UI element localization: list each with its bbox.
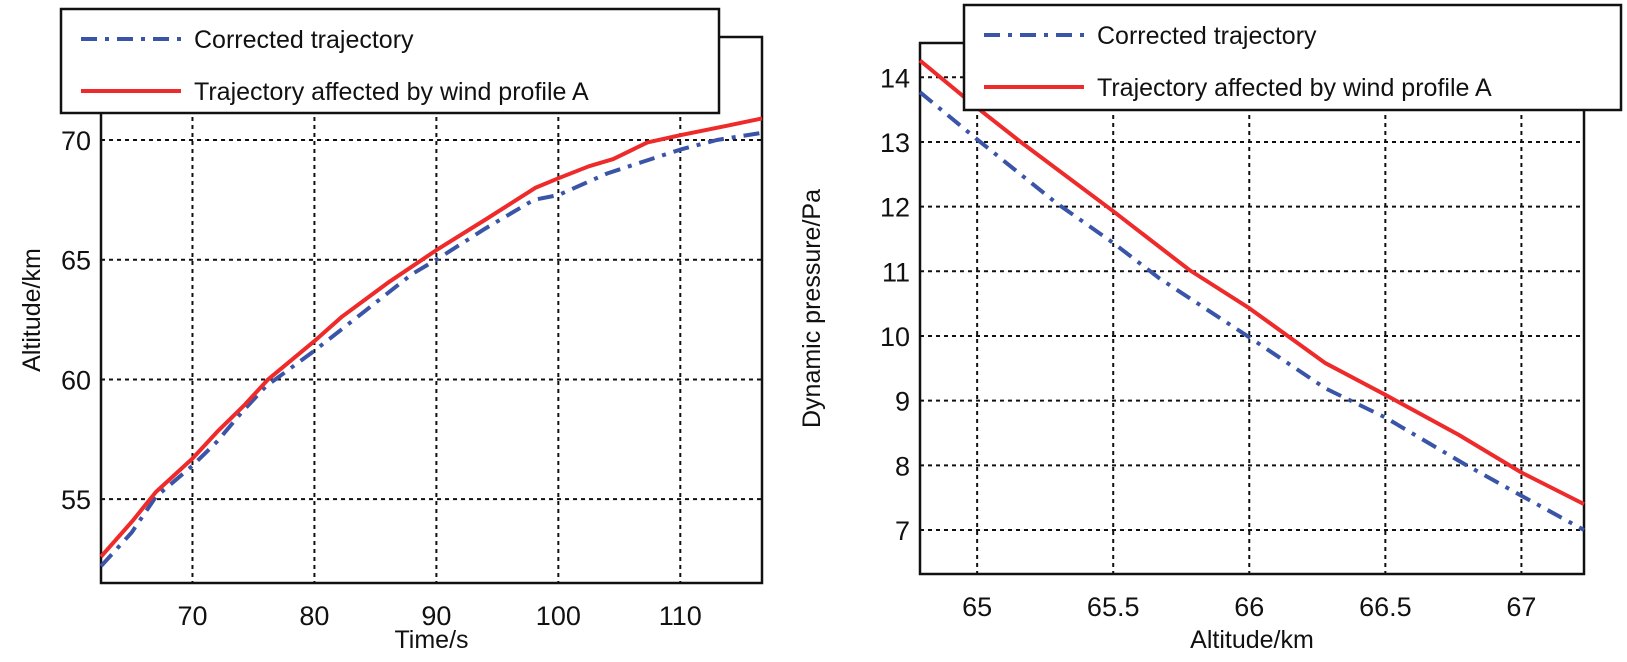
y-tick-label: 9: [895, 387, 910, 417]
legend: Corrected trajectory Trajectory affected …: [59, 7, 721, 115]
y-tick-label: 70: [61, 126, 91, 156]
legend: Corrected trajectory Trajectory affected …: [962, 3, 1623, 112]
legend-box: [59, 7, 721, 115]
chart-2: 65 65.5 66 66.5 67 7 8 9 10 11 12 13 14 Altitude/km Dy…: [798, 3, 1623, 654]
x-tick-label: 100: [536, 601, 581, 631]
series-line-corrected: [918, 90, 1585, 532]
legend-label: Trajectory affected by wind profile A: [194, 78, 589, 106]
series-line-wind-a: [918, 58, 1585, 506]
y-tick-label: 12: [880, 193, 910, 223]
x-tick-label: 66: [1234, 592, 1264, 622]
x-tick-label: 67: [1506, 592, 1536, 622]
y-tick-label: 14: [880, 63, 910, 93]
series-line-corrected: [99, 130, 763, 568]
y-axis-label: Altitude/km: [18, 248, 46, 372]
y-axis-label: Dynamic pressure/Pa: [798, 189, 826, 428]
y-tick-label: 10: [880, 322, 910, 352]
x-axis-label: Altitude/km: [1190, 626, 1314, 654]
x-tick-label: 90: [421, 601, 451, 631]
legend-label: Corrected trajectory: [194, 26, 414, 54]
x-axis-label: Time/s: [394, 626, 468, 654]
y-tick-label: 7: [895, 516, 910, 546]
legend-label: Trajectory affected by wind profile A: [1097, 74, 1492, 102]
x-tick-label: 80: [299, 601, 329, 631]
x-tick-label: 110: [659, 601, 702, 631]
legend-box: [962, 3, 1623, 112]
y-tick-label: 8: [895, 451, 910, 481]
y-tick-label: 55: [61, 485, 91, 515]
x-tick-label: 65.5: [1087, 592, 1140, 622]
y-tick-label: 11: [882, 257, 910, 287]
y-tick-label: 13: [880, 128, 910, 158]
y-tick-label: 60: [61, 365, 91, 395]
x-tick-label: 65: [962, 592, 992, 622]
x-tick-label: 66.5: [1359, 592, 1412, 622]
plot-frame: [99, 35, 764, 585]
chart-1: 70 80 90 100 110 55 60 65 70 Time/s Altitude/km Cor…: [18, 7, 764, 654]
x-tick-label: 70: [177, 601, 207, 631]
legend-label: Corrected trajectory: [1097, 22, 1317, 50]
y-tick-label: 65: [61, 246, 91, 276]
series-line-wind-a: [99, 116, 763, 559]
